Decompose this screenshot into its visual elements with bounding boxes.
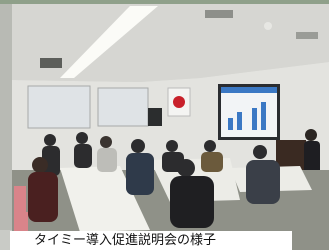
- left-wall: [0, 4, 12, 230]
- ceiling-vent: [296, 32, 318, 39]
- photo: [0, 0, 329, 250]
- window-blind: [98, 88, 148, 126]
- ceiling-vent: [205, 10, 233, 18]
- screen-header: [221, 87, 277, 93]
- screen-bar: [261, 102, 266, 130]
- screen-bar: [228, 118, 233, 130]
- chair: [14, 212, 28, 232]
- flag-sun: [173, 96, 185, 108]
- monitor: [148, 108, 162, 126]
- caption: タイミー導入促進説明会の様子: [10, 231, 292, 250]
- window-blind: [28, 86, 90, 128]
- screen-bar: [237, 112, 242, 130]
- photo-border: [0, 0, 329, 4]
- chair: [14, 186, 26, 216]
- ceiling-fixture: [264, 22, 272, 30]
- projector: [40, 58, 62, 68]
- presenter-head: [305, 129, 317, 141]
- screen-bar: [252, 108, 257, 130]
- page: タイミー導入促進説明会の様子 (() => { const data = JSO…: [0, 0, 329, 250]
